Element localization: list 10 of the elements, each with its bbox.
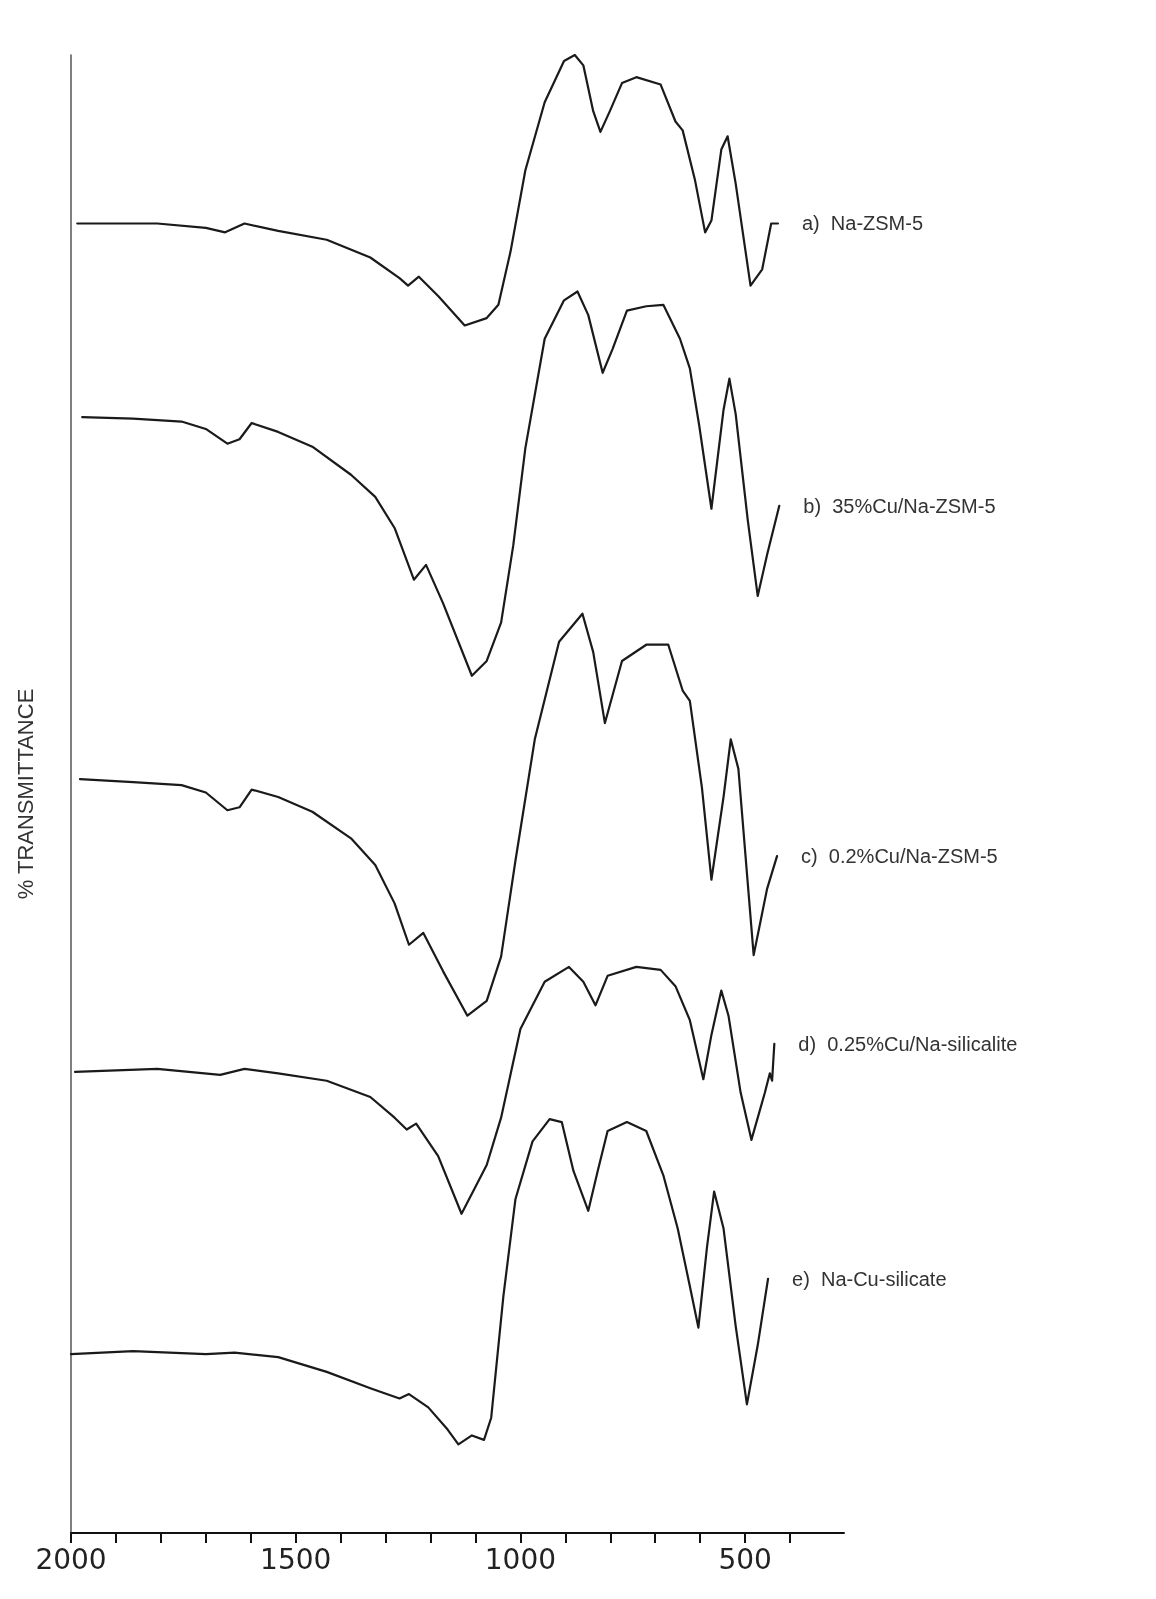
y-axis-title: % TRANSMITTANCE xyxy=(12,688,38,900)
x-tick-label: 2000 xyxy=(35,1542,107,1576)
x-tick-label: 1500 xyxy=(260,1542,332,1576)
x-tick-label: 500 xyxy=(718,1542,772,1576)
series-label: d) 0.25%Cu/Na-silicalite xyxy=(798,1032,1018,1055)
series-label: b) 35%Cu/Na-ZSM-5 xyxy=(803,494,996,517)
series-label: a) Na-ZSM-5 xyxy=(801,212,924,235)
series-label: e) Na-Cu-silicate xyxy=(792,1267,947,1290)
x-tick-label: 1000 xyxy=(484,1542,557,1576)
series-label: c) 0.2%Cu/Na-ZSM-5 xyxy=(801,845,998,868)
